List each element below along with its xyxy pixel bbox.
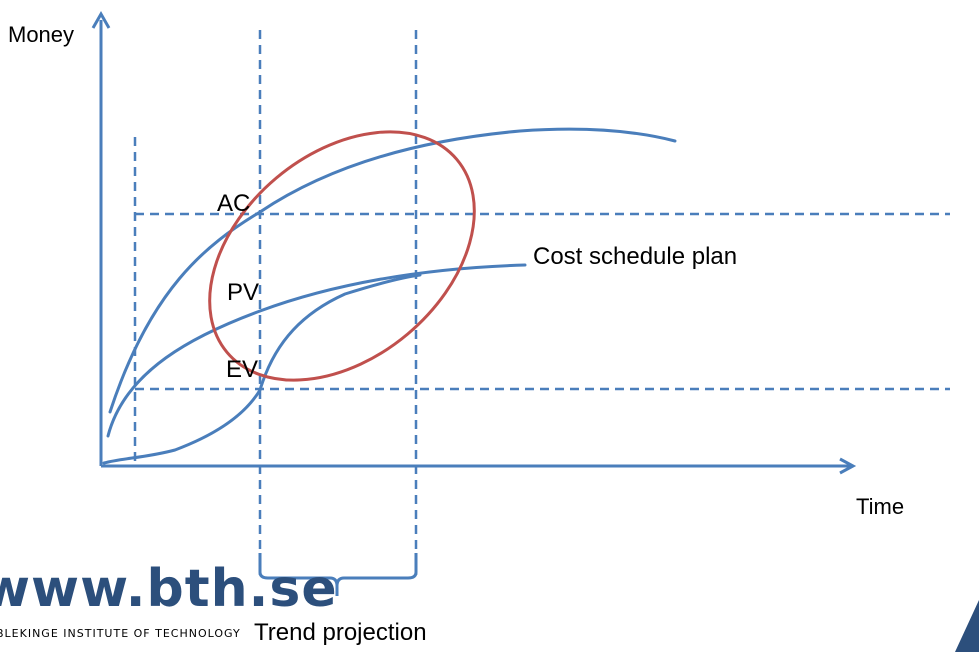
planned-value-curve <box>106 263 527 438</box>
trend-projection-brace <box>258 553 418 596</box>
y-axis-label: Money <box>8 22 74 47</box>
x-axis-label: Time <box>856 494 904 519</box>
trend-highlight-ellipse <box>208 130 476 382</box>
corner-decoration <box>955 600 979 652</box>
pv-label: PV <box>227 279 259 306</box>
trend-projection-label: Trend projection <box>254 619 427 646</box>
earned-value-curve <box>102 273 422 465</box>
ev-label: EV <box>226 356 258 383</box>
institute-text: BLEKINGE INSTITUTE OF TECHNOLOGY <box>0 627 241 640</box>
y-axis-arrowhead <box>91 10 111 29</box>
actual-cost-curve <box>108 127 677 414</box>
x-axis-arrowhead <box>839 457 857 475</box>
cost-schedule-plan-label: Cost schedule plan <box>533 243 737 270</box>
curves <box>102 127 677 465</box>
logo-url-text: www.bth.se <box>0 559 338 619</box>
ac-label: AC <box>217 190 250 217</box>
axes <box>91 10 857 475</box>
dashed-guides <box>133 30 950 575</box>
